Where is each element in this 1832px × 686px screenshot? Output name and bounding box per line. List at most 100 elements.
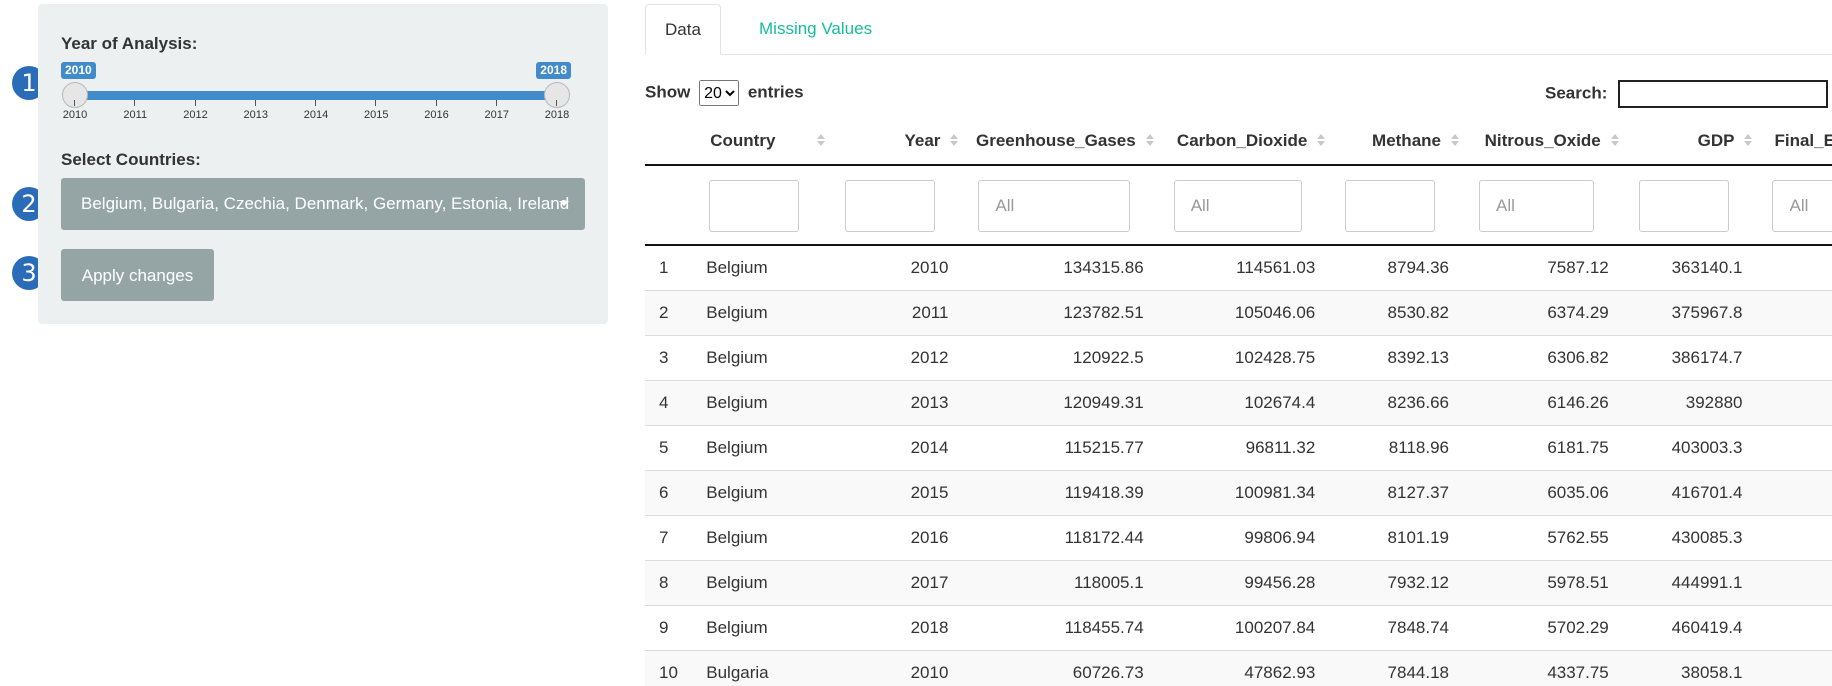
- cell-methane: 8794.36: [1337, 245, 1471, 291]
- cell-gdp: 403003.3: [1630, 425, 1765, 471]
- sidebar-panel: Year of Analysis: 2010 2018 2010 2011 20…: [38, 4, 608, 324]
- greenhouse-filter-input[interactable]: All: [978, 180, 1131, 232]
- cell-gdp: 386174.7: [1630, 335, 1765, 381]
- cell-carbon-dioxide: 100981.34: [1165, 470, 1338, 516]
- filter-cell: All: [1165, 164, 1338, 246]
- column-header-gdp[interactable]: GDP: [1631, 118, 1765, 165]
- cell-greenhouse-gases: 118455.74: [970, 605, 1166, 651]
- cell-final-e: [1764, 470, 1832, 516]
- filter-cell: [1337, 164, 1471, 246]
- apply-changes-button[interactable]: Apply changes: [61, 249, 214, 301]
- filter-cell: All: [970, 164, 1166, 246]
- filter-cell: All: [1471, 164, 1631, 246]
- cell-gdp: 430085.3: [1630, 515, 1765, 561]
- cell-gdp: 38058.1: [1630, 650, 1765, 686]
- cell-country: Belgium: [698, 515, 837, 561]
- co2-filter-input[interactable]: All: [1173, 180, 1302, 232]
- row-index: 9: [645, 605, 699, 651]
- cell-carbon-dioxide: 99456.28: [1165, 560, 1338, 606]
- filter-cell: [645, 164, 699, 246]
- sort-icon: [1317, 134, 1326, 146]
- final-e-filter-input[interactable]: All: [1772, 180, 1832, 232]
- cell-gdp: 392880: [1630, 380, 1765, 426]
- show-entries-control: Show 20 entries: [645, 80, 804, 106]
- cell-carbon-dioxide: 96811.32: [1165, 425, 1338, 471]
- cell-carbon-dioxide: 47862.93: [1165, 650, 1338, 686]
- column-header-methane[interactable]: Methane: [1337, 118, 1471, 165]
- tick-label: 2010: [62, 109, 88, 121]
- tab-bar: Data Missing Values: [645, 4, 1832, 55]
- cell-country: Belgium: [698, 335, 837, 381]
- year-filter-input[interactable]: [844, 180, 935, 232]
- tick-label: 2016: [424, 109, 449, 121]
- cell-year: 2014: [836, 425, 971, 471]
- sort-icon: [1145, 134, 1154, 146]
- nitrous-filter-input[interactable]: All: [1479, 180, 1594, 232]
- country-filter-input[interactable]: [709, 180, 800, 232]
- column-header-nitrous-oxide[interactable]: Nitrous_Oxide: [1471, 118, 1631, 165]
- caret-down-icon: [559, 201, 569, 206]
- slider-range-bar[interactable]: [75, 91, 557, 100]
- cell-greenhouse-gases: 60726.73: [970, 650, 1166, 686]
- table-row: 5 Belgium 2014 115215.77 96811.32 8118.96 6181…: [645, 425, 1832, 471]
- tab-data[interactable]: Data: [645, 4, 721, 55]
- cell-country: Belgium: [698, 290, 837, 336]
- cell-nitrous-oxide: 7587.12: [1471, 245, 1631, 291]
- column-header-final-e[interactable]: Final_E: [1774, 131, 1832, 150]
- cell-final-e: [1764, 245, 1832, 291]
- slider-min-handle[interactable]: [62, 82, 88, 108]
- column-header-country[interactable]: Country: [698, 118, 836, 165]
- table-row: 9 Belgium 2018 118455.74 100207.84 7848.74 570…: [645, 605, 1832, 651]
- filter-cell: [698, 164, 837, 246]
- cell-carbon-dioxide: 99806.94: [1165, 515, 1338, 561]
- cell-greenhouse-gases: 118172.44: [970, 515, 1166, 561]
- cell-gdp: 375967.8: [1630, 290, 1765, 336]
- column-header-year[interactable]: Year: [837, 118, 971, 165]
- row-index: 6: [645, 470, 699, 516]
- slider-max-label: 2018: [536, 62, 571, 79]
- table-row: 7 Belgium 2016 118172.44 99806.94 8101.19 5762…: [645, 515, 1832, 561]
- cell-nitrous-oxide: 6374.29: [1471, 290, 1631, 336]
- cell-greenhouse-gases: 118005.1: [970, 560, 1166, 606]
- cell-methane: 8118.96: [1337, 425, 1471, 471]
- cell-greenhouse-gases: 115215.77: [970, 425, 1166, 471]
- cell-final-e: [1764, 560, 1832, 606]
- slider-max-handle[interactable]: [544, 82, 570, 108]
- cell-year: 2010: [836, 650, 971, 686]
- country-select-dropdown[interactable]: Belgium, Bulgaria, Czechia, Denmark, Ger…: [61, 178, 585, 230]
- cell-final-e: [1764, 380, 1832, 426]
- year-range-slider[interactable]: 2010 2018 2010 2011 2012 2013 2014 2015 …: [61, 60, 571, 130]
- cell-carbon-dioxide: 102428.75: [1165, 335, 1338, 381]
- cell-nitrous-oxide: 5762.55: [1471, 515, 1631, 561]
- search-input[interactable]: [1618, 80, 1829, 108]
- cell-final-e: [1764, 425, 1832, 471]
- row-index: 8: [645, 560, 699, 606]
- table-row: 4 Belgium 2013 120949.31 102674.4 8236.66 6146…: [645, 380, 1832, 426]
- gdp-filter-input[interactable]: [1638, 180, 1729, 232]
- search-control: Search:: [1545, 80, 1829, 108]
- cell-gdp: 460419.4: [1630, 605, 1765, 651]
- callout-2: 2: [12, 187, 46, 221]
- cell-year: 2015: [836, 470, 971, 516]
- cell-final-e: [1764, 335, 1832, 381]
- tab-missing-values[interactable]: Missing Values: [759, 19, 873, 38]
- filter-cell: [836, 164, 971, 246]
- countries-label: Select Countries:: [61, 150, 201, 169]
- column-header-greenhouse-gases[interactable]: Greenhouse_Gases: [970, 118, 1165, 165]
- cell-methane: 8101.19: [1337, 515, 1471, 561]
- country-select-value: Belgium, Bulgaria, Czechia, Denmark, Ger…: [81, 194, 570, 213]
- row-index: 7: [645, 515, 699, 561]
- tick-label: 2011: [123, 109, 148, 121]
- column-header-carbon-dioxide[interactable]: Carbon_Dioxide: [1166, 118, 1338, 165]
- table-row: 3 Belgium 2012 120922.5 102428.75 8392.13 6306…: [645, 335, 1832, 381]
- cell-year: 2013: [836, 380, 971, 426]
- cell-country: Belgium: [698, 380, 837, 426]
- filter-row: All All All All: [645, 164, 1832, 246]
- slider-min-label: 2010: [61, 62, 96, 79]
- tick-label: 2015: [364, 109, 389, 121]
- cell-nitrous-oxide: 4337.75: [1471, 650, 1631, 686]
- cell-country: Belgium: [698, 605, 837, 651]
- entries-select[interactable]: 20: [699, 80, 740, 106]
- methane-filter-input[interactable]: [1345, 180, 1436, 232]
- entries-label: entries: [747, 82, 804, 102]
